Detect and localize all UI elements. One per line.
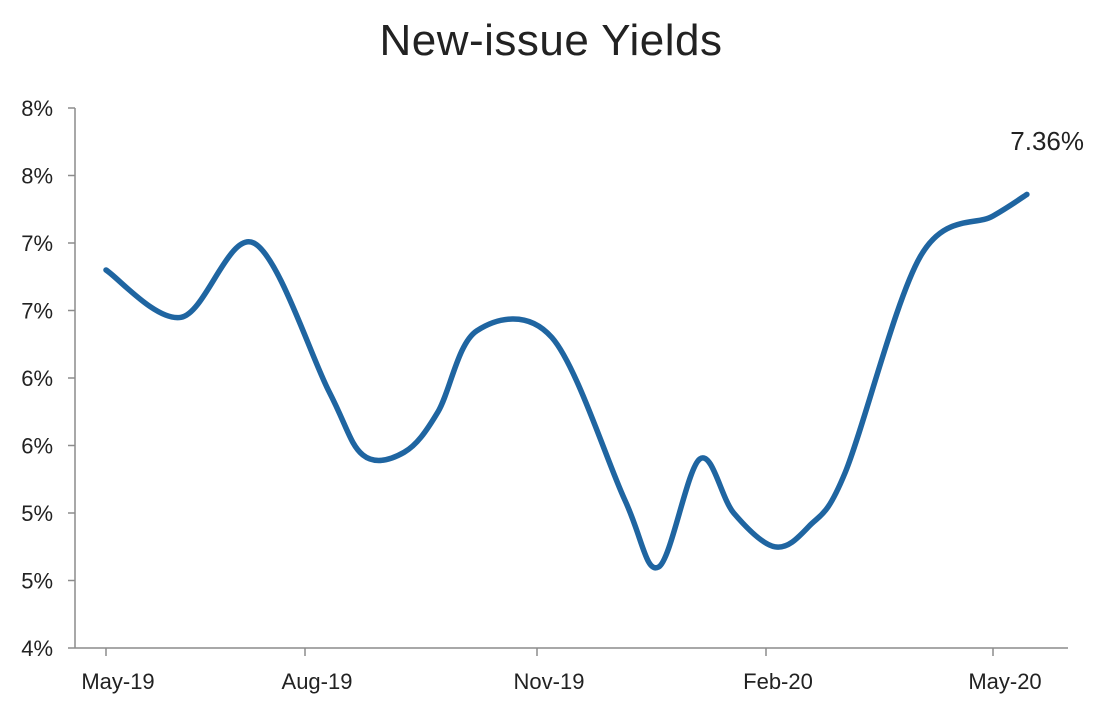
series-group xyxy=(103,191,1030,571)
y-tick-label: 8% xyxy=(21,96,53,121)
y-tick-label: 7% xyxy=(21,299,53,324)
y-tick-label: 4% xyxy=(21,636,53,661)
axes-group xyxy=(74,108,1068,649)
x-tick-label: May-19 xyxy=(81,669,154,694)
x-tick-label: May-20 xyxy=(968,669,1041,694)
y-tick-label: 5% xyxy=(21,569,53,594)
chart-title: New-issue Yields xyxy=(379,16,723,65)
y-tick-label: 7% xyxy=(21,231,53,256)
x-tick-label: Feb-20 xyxy=(743,669,813,694)
y-tick-label: 6% xyxy=(21,366,53,391)
y-tick-label: 6% xyxy=(21,434,53,459)
x-tick-label: Nov-19 xyxy=(514,669,585,694)
y-tick-label: 8% xyxy=(21,164,53,189)
last-value-label: 7.36% xyxy=(1010,126,1084,156)
x-tick-label: Aug-19 xyxy=(282,669,353,694)
y-tick-label: 5% xyxy=(21,501,53,526)
ticks-group xyxy=(68,107,994,656)
series-line xyxy=(103,191,1030,571)
labels-group: 8% 8% 7% 7% 6% 6% 5% 5% 4% May-19 Aug-19 Nov-19 Feb-… xyxy=(21,96,1084,694)
